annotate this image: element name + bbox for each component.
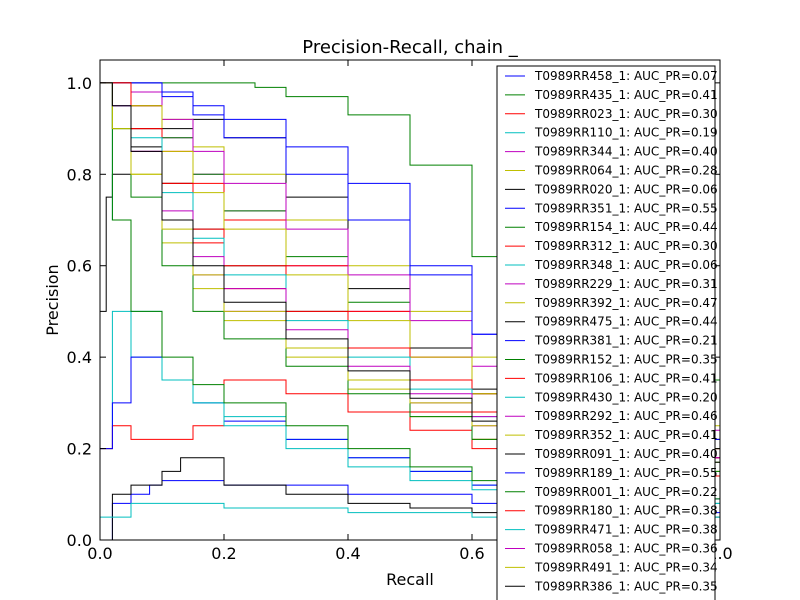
- y-tick-label-4: 0.8: [67, 165, 92, 184]
- legend-entry-13: T0989RR475_1: AUC_PR=0.44: [534, 315, 718, 329]
- legend-entry-8: T0989RR154_1: AUC_PR=0.44: [534, 220, 718, 234]
- legend-entry-2: T0989RR023_1: AUC_PR=0.30: [534, 107, 718, 121]
- x-tick-label-2: 0.4: [335, 544, 360, 563]
- y-tick-label-3: 0.6: [67, 257, 92, 276]
- legend-entry-10: T0989RR348_1: AUC_PR=0.06: [534, 258, 718, 272]
- y-tick-label-2: 0.4: [67, 348, 92, 367]
- legend: T0989RR458_1: AUC_PR=0.07 T0989RR435_1: A…: [496, 65, 718, 600]
- legend-entry-0: T0989RR458_1: AUC_PR=0.07: [534, 69, 718, 83]
- y-tick-label-5: 1.0: [67, 74, 92, 93]
- legend-entry-3: T0989RR110_1: AUC_PR=0.19: [534, 126, 718, 140]
- legend-entry-16: T0989RR106_1: AUC_PR=0.41: [534, 371, 718, 385]
- plot-frame: [99, 59, 721, 541]
- legend-entry-1: T0989RR435_1: AUC_PR=0.41: [534, 88, 718, 102]
- legend-entry-18: T0989RR292_1: AUC_PR=0.46: [534, 409, 718, 423]
- legend-entry-24: T0989RR471_1: AUC_PR=0.38: [534, 523, 718, 537]
- chart-title: Precision-Recall, chain _: [302, 37, 518, 58]
- legend-entry-5: T0989RR064_1: AUC_PR=0.28: [534, 164, 718, 178]
- legend-entry-6: T0989RR020_1: AUC_PR=0.06: [534, 182, 718, 196]
- x-tick-label-0: 0.0: [87, 544, 112, 563]
- legend-box: [496, 65, 716, 600]
- legend-entry-26: T0989RR491_1: AUC_PR=0.34: [534, 560, 718, 574]
- legend-entry-15: T0989RR152_1: AUC_PR=0.35: [534, 353, 718, 367]
- legend-entry-14: T0989RR381_1: AUC_PR=0.21: [534, 334, 718, 348]
- x-tick-label-1: 0.2: [211, 544, 236, 563]
- legend-entry-11: T0989RR229_1: AUC_PR=0.31: [534, 277, 718, 291]
- legend-entry-21: T0989RR189_1: AUC_PR=0.55: [534, 466, 718, 480]
- x-tick-label-3: 0.6: [459, 544, 484, 563]
- legend-entry-19: T0989RR352_1: AUC_PR=0.41: [534, 428, 718, 442]
- legend-entry-27: T0989RR386_1: AUC_PR=0.35: [534, 579, 718, 593]
- legend-entry-9: T0989RR312_1: AUC_PR=0.30: [534, 239, 718, 253]
- x-axis-label: Recall: [386, 570, 434, 589]
- legend-entry-12: T0989RR392_1: AUC_PR=0.47: [534, 296, 718, 310]
- y-axis-label: Precision: [43, 264, 62, 335]
- legend-entry-25: T0989RR058_1: AUC_PR=0.36: [534, 542, 718, 556]
- legend-entry-23: T0989RR180_1: AUC_PR=0.38: [534, 504, 718, 518]
- y-tick-label-1: 0.2: [67, 440, 92, 459]
- legend-entry-22: T0989RR001_1: AUC_PR=0.22: [534, 485, 718, 499]
- y-tick-label-0: 0.0: [67, 531, 92, 550]
- legend-entry-17: T0989RR430_1: AUC_PR=0.20: [534, 390, 718, 404]
- legend-entry-4: T0989RR344_1: AUC_PR=0.40: [534, 145, 718, 159]
- legend-entry-20: T0989RR091_1: AUC_PR=0.40: [534, 447, 718, 461]
- legend-entry-7: T0989RR351_1: AUC_PR=0.55: [534, 201, 718, 215]
